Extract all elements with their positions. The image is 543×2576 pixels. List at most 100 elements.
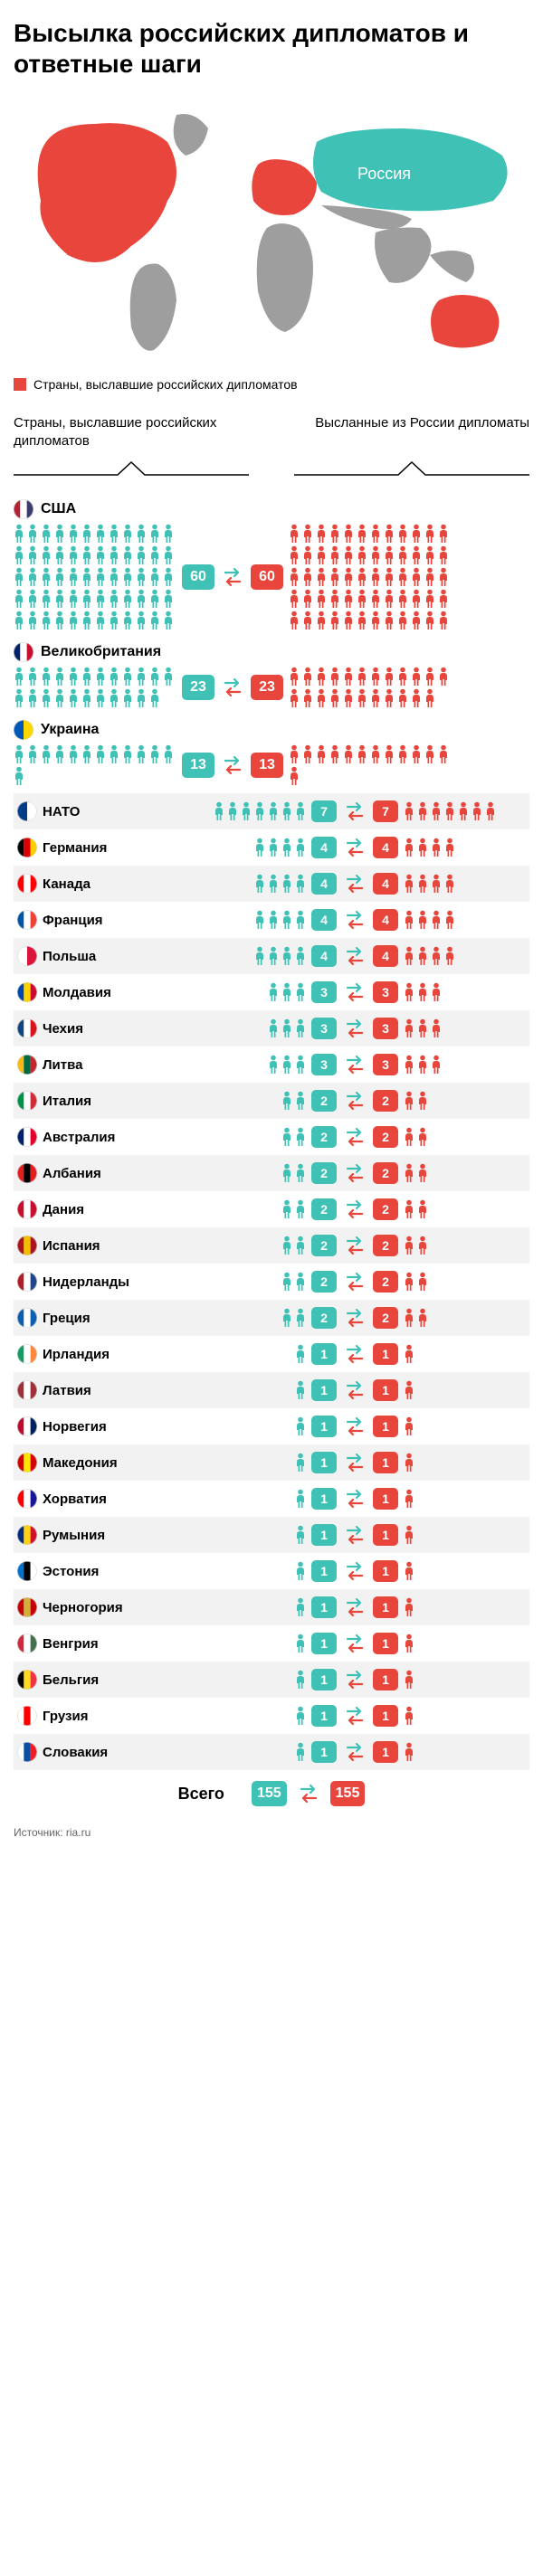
flag-icon	[17, 1742, 37, 1762]
braces-row	[14, 459, 529, 477]
person-icon	[81, 688, 92, 708]
person-icon	[404, 1706, 414, 1726]
person-icon	[95, 524, 106, 544]
person-icon	[281, 1272, 292, 1292]
person-icon	[404, 801, 414, 821]
croatia-flag-icon	[17, 1489, 37, 1509]
person-icon	[254, 910, 265, 930]
person-icon	[404, 1597, 414, 1617]
person-icon	[289, 611, 300, 630]
exchange-icon	[342, 943, 367, 969]
people-right	[404, 910, 526, 930]
count-badge-right: 7	[373, 800, 398, 822]
count-badge-right: 1	[373, 1560, 398, 1582]
person-icon	[295, 1416, 306, 1436]
country-name: Эстония	[43, 1564, 178, 1579]
person-icon	[54, 589, 65, 609]
person-icon	[136, 744, 147, 764]
person-icon	[14, 567, 24, 587]
person-icon	[343, 545, 354, 565]
compact-row: Молдавия 3 3	[14, 974, 529, 1010]
person-icon	[289, 667, 300, 687]
compact-entries-list: НАТО 7 7	[14, 793, 529, 1770]
person-icon	[281, 1055, 292, 1075]
person-icon	[27, 744, 38, 764]
people-right	[404, 1018, 526, 1038]
flag-icon	[17, 1055, 37, 1075]
people-right	[404, 1308, 526, 1328]
romania-flag-icon	[17, 1525, 37, 1545]
person-icon	[295, 1018, 306, 1038]
count-badge-right: 2	[373, 1271, 398, 1293]
person-icon	[295, 1706, 306, 1726]
person-icon	[109, 567, 119, 587]
person-icon	[295, 1380, 306, 1400]
person-icon	[136, 611, 147, 630]
flag-icon	[17, 946, 37, 966]
count-badge-right: 1	[373, 1705, 398, 1727]
person-icon	[149, 744, 160, 764]
person-icon	[424, 589, 435, 609]
count-badge-left: 4	[311, 837, 337, 858]
count-badge-right: 3	[373, 1018, 398, 1039]
compact-row: Албания 2 2	[14, 1155, 529, 1191]
person-icon	[281, 801, 292, 821]
country-name: Бельгия	[43, 1672, 178, 1688]
people-right	[404, 1199, 526, 1219]
person-icon	[370, 667, 381, 687]
person-icon	[343, 611, 354, 630]
exchange-icon	[342, 1450, 367, 1475]
person-icon	[95, 589, 106, 609]
exchange-icon	[342, 1341, 367, 1367]
country-name: Украина	[41, 722, 99, 738]
people-left	[184, 1525, 306, 1545]
count-badge-left: 1	[311, 1524, 337, 1546]
flag-icon	[17, 1018, 37, 1038]
people-left	[184, 1634, 306, 1653]
person-icon	[163, 611, 174, 630]
person-icon	[254, 801, 265, 821]
flag-icon	[17, 1308, 37, 1328]
people-left	[184, 1561, 306, 1581]
person-icon	[295, 1163, 306, 1183]
exchange-icon	[342, 1052, 367, 1077]
person-icon	[384, 567, 395, 587]
count-badge-left: 1	[311, 1343, 337, 1365]
compact-row: Черногория 1 1	[14, 1589, 529, 1625]
person-icon	[14, 545, 24, 565]
count-badge-right: 2	[373, 1307, 398, 1329]
person-icon	[149, 611, 160, 630]
people-left	[184, 946, 306, 966]
people-left	[184, 1127, 306, 1147]
person-icon	[163, 545, 174, 565]
person-icon	[384, 744, 395, 764]
person-icon	[41, 688, 52, 708]
person-icon	[95, 567, 106, 587]
person-icon	[444, 874, 455, 894]
person-icon	[27, 524, 38, 544]
hungary-flag-icon	[17, 1634, 37, 1653]
person-icon	[438, 611, 449, 630]
person-icon	[397, 611, 408, 630]
person-icon	[268, 946, 279, 966]
person-icon	[122, 524, 133, 544]
person-icon	[404, 1163, 414, 1183]
count-badge-right: 1	[373, 1343, 398, 1365]
people-left	[184, 1272, 306, 1292]
person-icon	[397, 545, 408, 565]
compact-row: Чехия 3 3	[14, 1010, 529, 1046]
person-icon	[41, 545, 52, 565]
person-icon	[295, 1561, 306, 1581]
flag-icon	[14, 720, 33, 740]
person-icon	[54, 667, 65, 687]
person-icon	[289, 766, 300, 786]
people-left	[184, 1489, 306, 1509]
person-icon	[54, 744, 65, 764]
person-icon	[295, 982, 306, 1002]
flag-icon	[17, 1453, 37, 1473]
person-icon	[295, 1055, 306, 1075]
person-icon	[122, 567, 133, 587]
exchange-icon	[342, 1414, 367, 1439]
person-icon	[268, 838, 279, 857]
count-badge-left: 4	[311, 909, 337, 931]
